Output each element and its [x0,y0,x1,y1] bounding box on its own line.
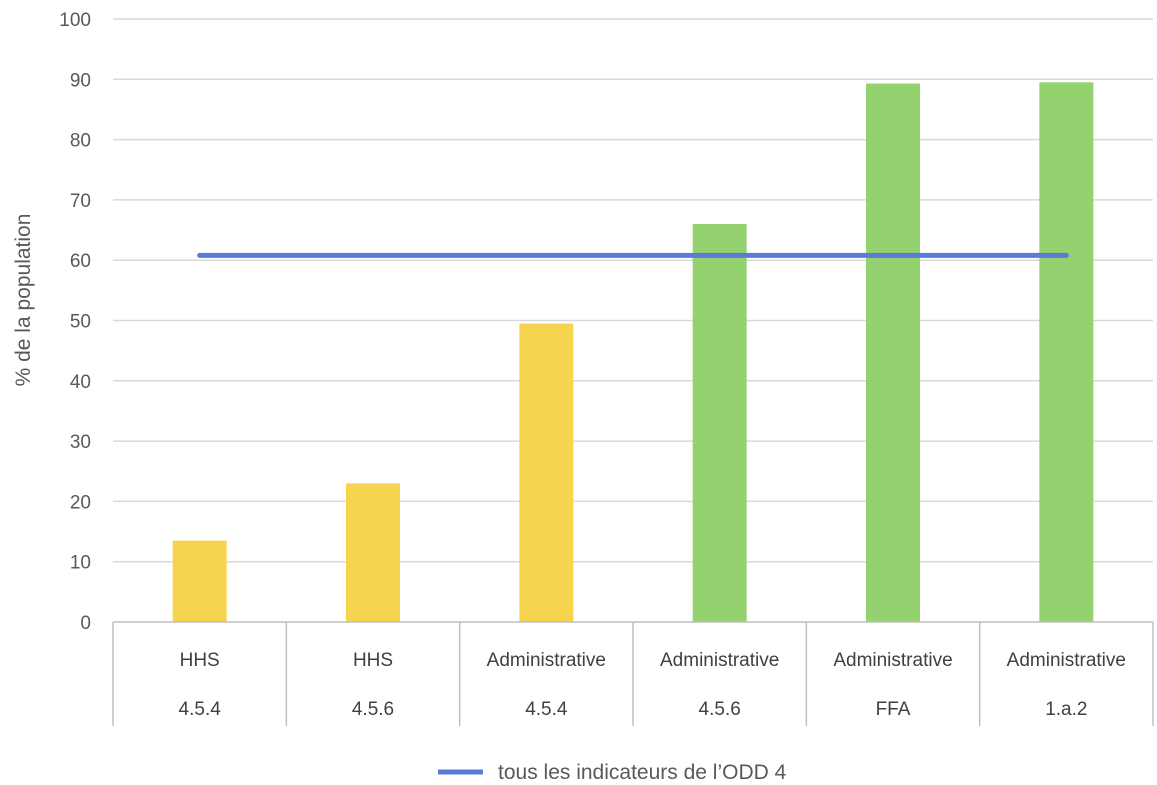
y-tick-label: 0 [80,613,91,634]
y-tick-label: 50 [70,312,91,333]
y-tick-label: 90 [70,70,91,91]
x-axis: HHS 4.5.4 HHS 4.5.6 Administrative 4.5.4 Admin… [112,621,1154,726]
y-tick-label: 30 [70,432,91,453]
y-tick-label: 100 [59,10,91,31]
y-tick-label: 20 [70,492,91,513]
y-tick-label: 60 [70,251,91,272]
bar [1039,82,1094,622]
bar [692,224,747,622]
y-tick-label: 40 [70,372,91,393]
bars [172,82,1094,622]
x-subcategory-label: 4.5.4 [525,699,568,720]
bar [519,323,574,622]
y-tick-label: 10 [70,553,91,574]
x-category-label: Administrative [833,650,952,671]
y-axis-title: % de la population [12,214,35,387]
bar [172,540,227,622]
x-category-label: HHS [180,650,220,671]
x-category-label: Administrative [660,650,779,671]
bar [866,83,920,622]
x-subcategory-label: 4.5.4 [179,699,222,720]
legend-label: tous les indicateurs de l’ODD 4 [498,761,787,784]
y-tick-label: 80 [70,131,91,152]
x-subcategory-label: 4.5.6 [352,699,394,720]
legend: tous les indicateurs de l’ODD 4 [438,761,787,784]
y-axis-ticks: 0 10 20 30 40 50 60 70 80 90 100 [59,10,91,634]
x-subcategory-label: 1.a.2 [1045,699,1087,720]
gridlines [113,18,1153,563]
x-subcategory-label: 4.5.6 [699,699,741,720]
y-tick-label: 70 [70,191,91,212]
x-category-label: HHS [353,650,393,671]
x-subcategory-label: FFA [876,699,911,720]
bar [346,483,400,622]
x-category-label: Administrative [1007,650,1126,671]
x-category-label: Administrative [487,650,606,671]
